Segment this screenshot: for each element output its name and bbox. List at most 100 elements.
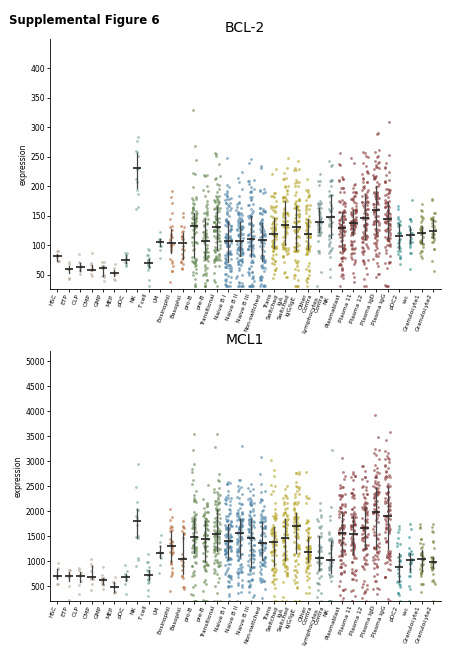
Point bbox=[221, 545, 229, 555]
Point bbox=[270, 235, 277, 245]
Point bbox=[226, 281, 234, 291]
Point bbox=[227, 532, 234, 542]
Point bbox=[214, 526, 221, 536]
Point bbox=[272, 558, 279, 569]
Point bbox=[337, 236, 344, 246]
Point bbox=[211, 226, 218, 236]
Point bbox=[202, 517, 210, 528]
Point bbox=[235, 229, 243, 239]
Point bbox=[193, 543, 200, 553]
Point bbox=[168, 558, 175, 569]
Point bbox=[374, 176, 381, 187]
Point bbox=[418, 571, 425, 582]
Point bbox=[189, 541, 197, 551]
Point bbox=[203, 516, 210, 526]
Point bbox=[258, 523, 265, 534]
Point bbox=[268, 489, 275, 500]
Point bbox=[283, 480, 290, 491]
Point bbox=[306, 191, 313, 202]
Point bbox=[236, 233, 243, 243]
Point bbox=[234, 224, 241, 235]
Point bbox=[248, 235, 256, 245]
Point bbox=[281, 220, 288, 231]
Point bbox=[249, 532, 256, 542]
Point bbox=[190, 531, 197, 541]
Point bbox=[202, 514, 209, 524]
Point bbox=[360, 157, 367, 168]
Point bbox=[305, 258, 312, 268]
Point bbox=[326, 515, 333, 525]
Point bbox=[341, 584, 348, 595]
Point bbox=[335, 207, 342, 217]
Point bbox=[387, 221, 394, 231]
Point bbox=[341, 201, 348, 211]
Point bbox=[256, 281, 263, 291]
Point bbox=[359, 582, 366, 593]
Point bbox=[428, 552, 435, 563]
Point bbox=[248, 240, 255, 251]
Point bbox=[190, 220, 198, 230]
Point bbox=[363, 191, 370, 202]
Point bbox=[270, 243, 277, 254]
Point bbox=[386, 166, 393, 177]
Point bbox=[223, 179, 230, 190]
Point bbox=[216, 171, 223, 181]
Point bbox=[284, 208, 291, 218]
Point bbox=[360, 274, 368, 284]
Point bbox=[234, 546, 241, 556]
Point bbox=[348, 216, 356, 226]
Point bbox=[212, 211, 219, 222]
Point bbox=[293, 508, 300, 519]
Point bbox=[305, 523, 312, 534]
Point bbox=[328, 576, 335, 586]
Point bbox=[303, 565, 310, 575]
Point bbox=[351, 235, 358, 246]
Point bbox=[210, 275, 217, 285]
Point bbox=[348, 248, 355, 258]
Point bbox=[371, 190, 378, 201]
Point bbox=[270, 523, 277, 534]
Point bbox=[133, 560, 140, 571]
Point bbox=[338, 254, 345, 264]
Point bbox=[328, 242, 336, 253]
Point bbox=[192, 264, 199, 274]
Point bbox=[259, 231, 266, 241]
Point bbox=[282, 220, 289, 231]
Point bbox=[192, 580, 199, 590]
Point bbox=[213, 173, 220, 183]
Point bbox=[259, 263, 266, 273]
Point bbox=[99, 261, 106, 271]
Point bbox=[168, 541, 176, 552]
Point bbox=[190, 542, 198, 552]
Point bbox=[429, 215, 436, 226]
Point bbox=[279, 577, 286, 588]
Point bbox=[249, 544, 256, 554]
Point bbox=[215, 561, 222, 571]
Point bbox=[351, 566, 359, 577]
Point bbox=[237, 528, 244, 538]
Point bbox=[302, 567, 310, 578]
Point bbox=[250, 231, 257, 241]
Point bbox=[272, 234, 279, 244]
Point bbox=[328, 206, 335, 216]
Point bbox=[261, 266, 268, 276]
Point bbox=[386, 174, 393, 185]
Point bbox=[279, 237, 286, 248]
Point bbox=[383, 197, 390, 207]
Point bbox=[342, 507, 349, 517]
Point bbox=[237, 224, 244, 234]
Point bbox=[281, 221, 288, 231]
Point bbox=[381, 258, 388, 268]
Point bbox=[233, 253, 240, 263]
Point bbox=[261, 501, 268, 512]
Point bbox=[213, 505, 220, 515]
Point bbox=[246, 532, 253, 543]
Point bbox=[245, 200, 252, 210]
Point bbox=[282, 181, 289, 192]
Point bbox=[351, 214, 358, 225]
Point bbox=[315, 555, 323, 566]
Point bbox=[180, 560, 187, 571]
Point bbox=[362, 218, 369, 229]
Point bbox=[259, 573, 266, 584]
Point bbox=[360, 489, 367, 499]
